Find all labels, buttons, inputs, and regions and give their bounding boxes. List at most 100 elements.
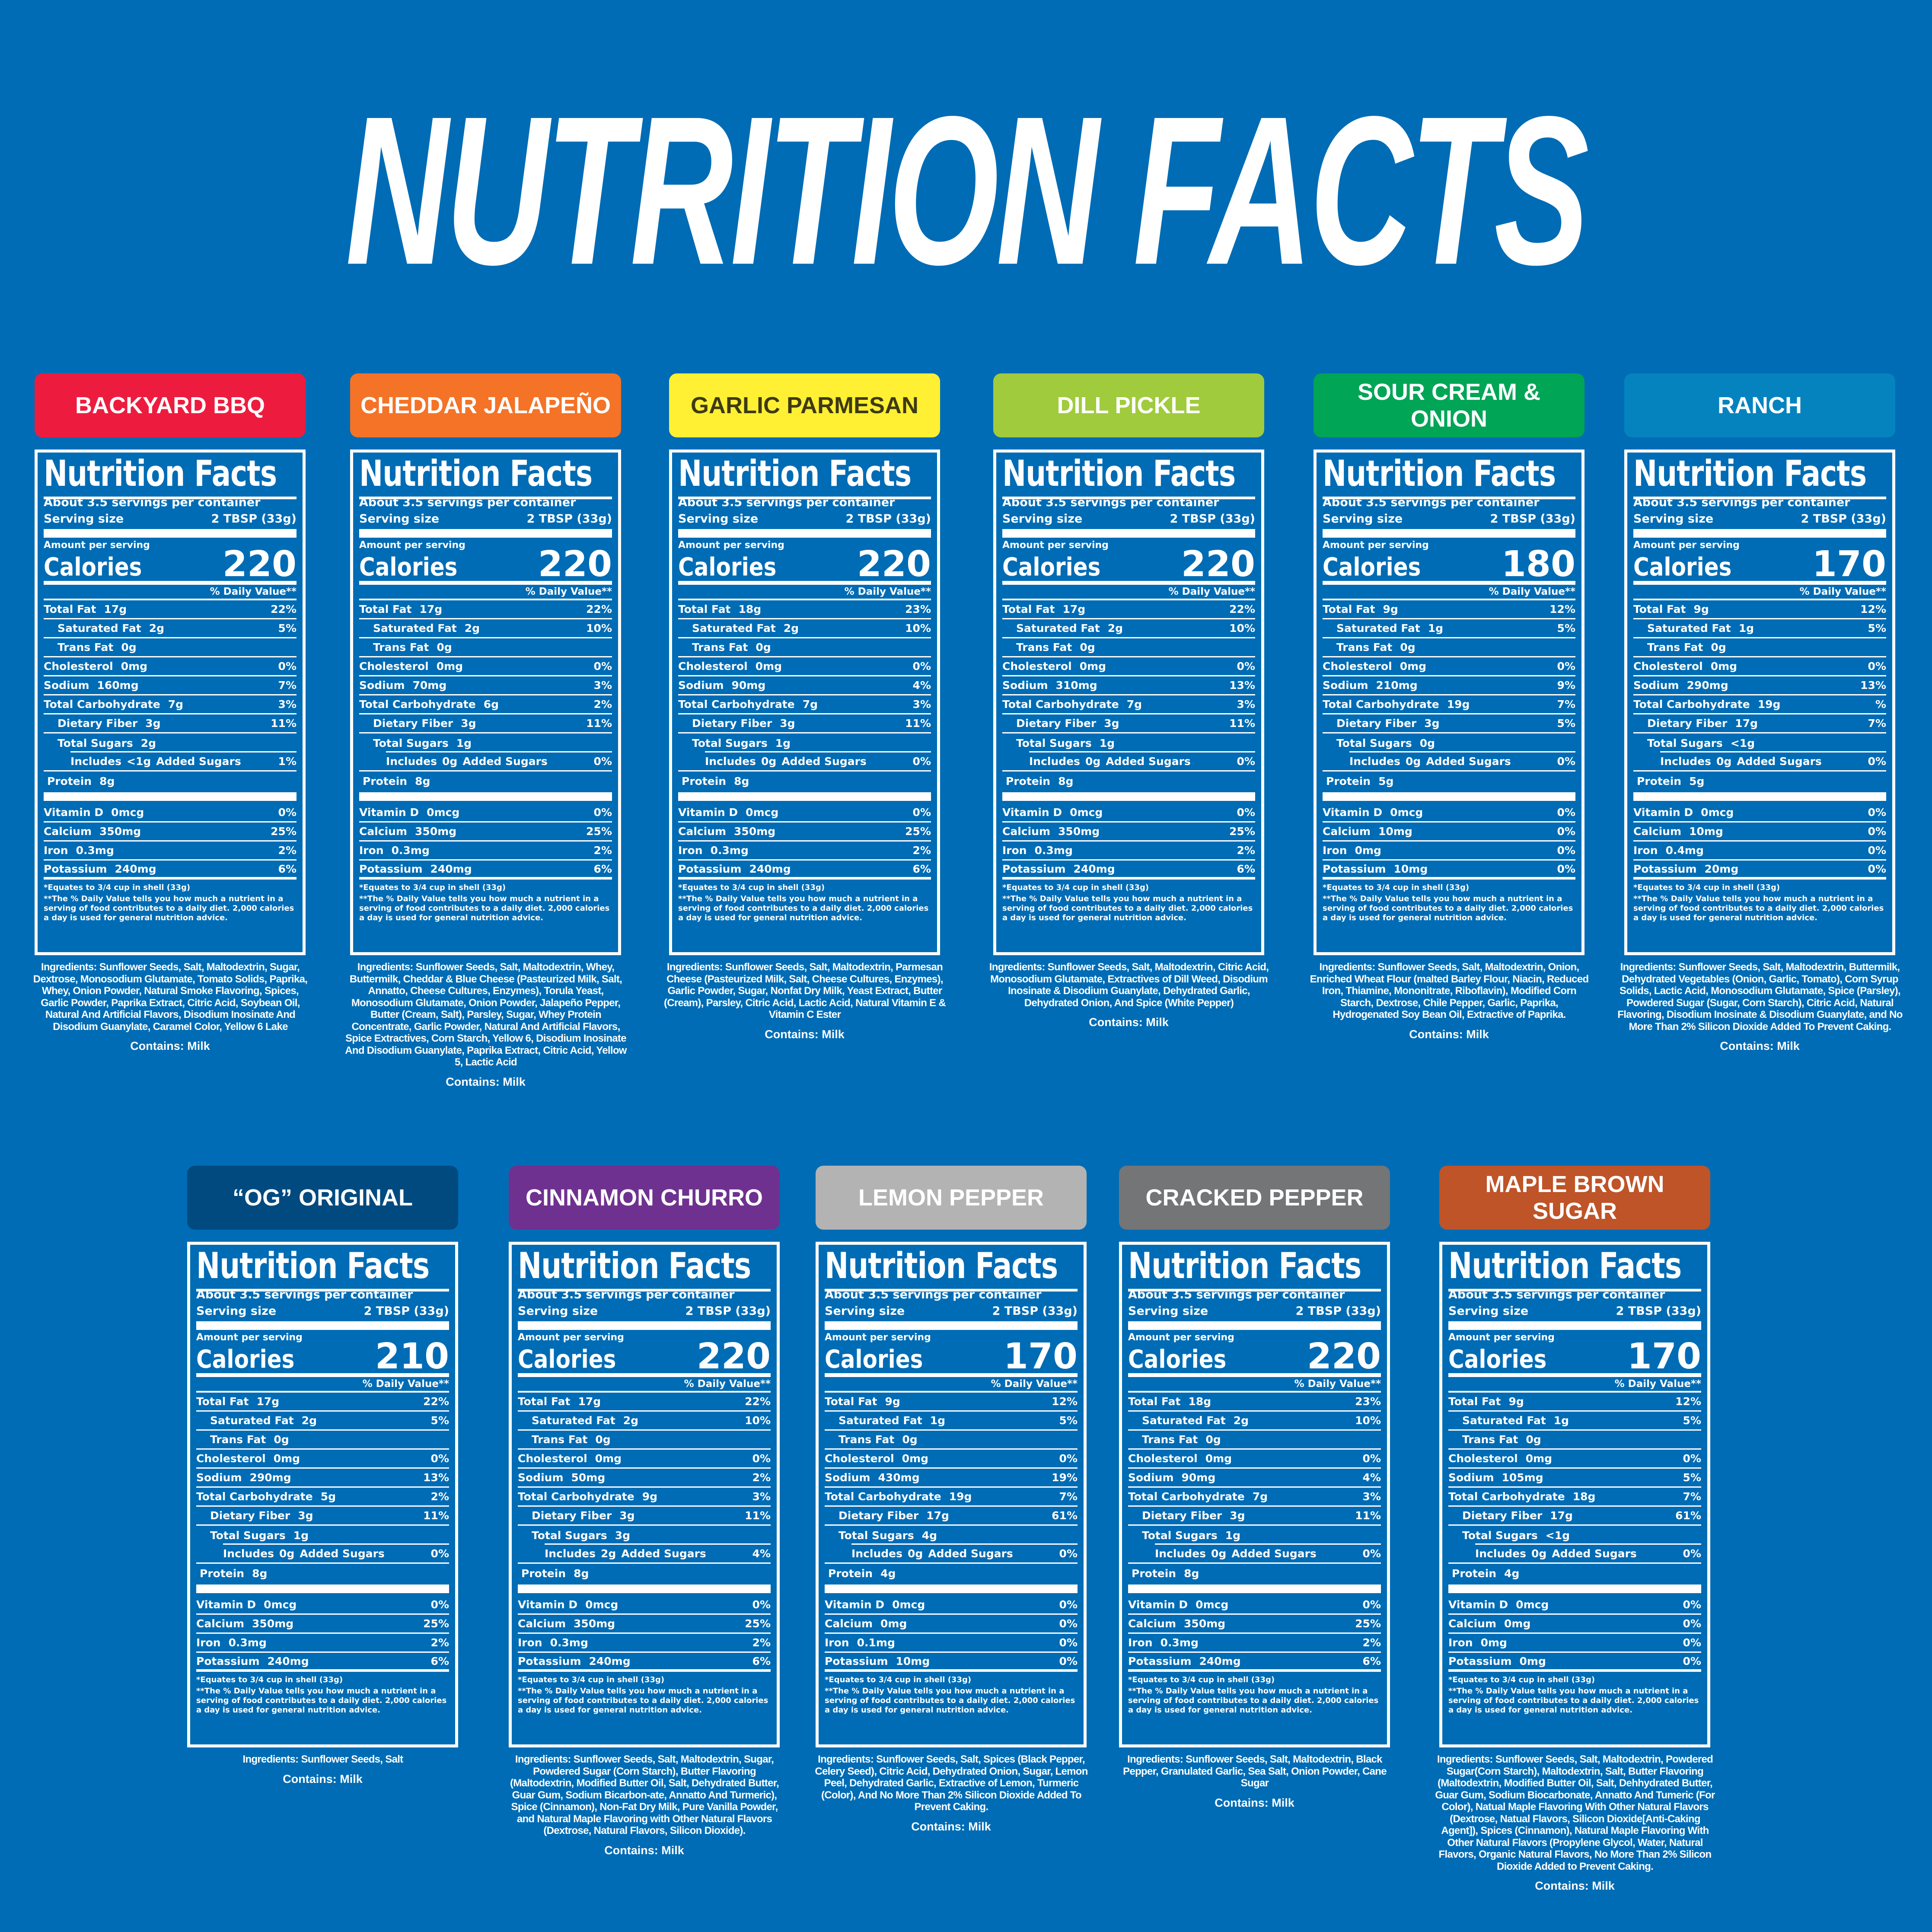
nutrient-amount: 1g: [1738, 622, 1754, 634]
nutrient-amount: 0g: [902, 1433, 918, 1446]
allergen-statement: Contains: Milk: [1089, 1016, 1169, 1029]
nutrient-amount: 160mg: [97, 679, 139, 692]
nutrient-label: Saturated Fat: [692, 622, 776, 634]
nutrient-daily-value: 0%: [1683, 1547, 1701, 1560]
nutrient-daily-value: 11%: [745, 1509, 771, 1522]
calories-label: Calories: [1633, 552, 1732, 582]
nutrient-label: Total Fat: [44, 603, 96, 615]
calories-row: Calories 220: [1002, 547, 1255, 585]
nutrient-amount: 0.3mg: [710, 844, 749, 857]
nutrient-row-iron: Iron 0mg 0%: [1448, 1634, 1701, 1653]
nutrient-row-protein: Protein 8g: [359, 772, 612, 791]
nutrient-label: Vitamin D: [1323, 806, 1383, 819]
nutrient-daily-value: 2%: [752, 1636, 771, 1649]
nutrient-label: Total Carbohydrate: [678, 698, 795, 711]
nutrient-amount: 0.3mg: [1160, 1636, 1199, 1649]
nutrient-amount: 19g: [1447, 698, 1470, 711]
nutrient-row-total-carbohydrate: Total Carbohydrate 19g%: [1633, 695, 1886, 714]
nutrition-facts-panel: Nutrition Facts About 3.5 servings per co…: [669, 450, 940, 955]
nutrient-row-trans-fat: Trans Fat 0g: [1448, 1431, 1701, 1450]
nutrient-amount: 0mg: [1079, 660, 1106, 673]
nutrient-amount: 0g: [1080, 641, 1095, 654]
ingredients-text: Ingredients: Sunflower Seeds, Salt, Malt…: [1112, 1753, 1397, 1789]
nutrient-row-trans-fat: Trans Fat 0g: [1002, 638, 1255, 657]
allergen-statement: Contains: Milk: [1535, 1879, 1615, 1892]
nutrient-daily-value: 25%: [745, 1617, 771, 1630]
nutrient-amount: 0mg: [755, 660, 782, 673]
nutrient-row-total-sugars: Total Sugars 2g: [44, 733, 296, 752]
nutrition-facts-heading: Nutrition Facts: [825, 1243, 1078, 1292]
nutrient-label: Vitamin D: [1128, 1598, 1188, 1611]
calories-row: Calories 220: [1128, 1339, 1381, 1377]
nutrient-row-protein: Protein 5g: [1633, 772, 1886, 791]
nutrient-amount: 7g: [168, 698, 184, 711]
nutrient-label: Protein: [828, 1567, 873, 1580]
nutrient-amount: 0mg: [1525, 1452, 1553, 1465]
ingredients-prefix: Ingredients:: [666, 961, 723, 973]
amount-per-serving: Amount per serving: [1633, 540, 1740, 551]
nutrient-row-cholesterol: Cholesterol 0mg 0%: [1633, 657, 1886, 676]
nutrient-label: Added Sugars: [1737, 755, 1822, 768]
nutrient-amount: <1g: [1730, 736, 1755, 749]
nutrient-row-potassium: Potassium 240mg 6%: [44, 861, 296, 880]
flavor-tab: CRACKED PEPPER: [1119, 1166, 1390, 1230]
nutrient-amount: 3g: [1104, 717, 1119, 730]
nutrient-amount: 1g: [775, 736, 791, 749]
nutrient-row-vitamin-d: Vitamin D 0mcg 0%: [678, 803, 931, 823]
nutrient-row-total-sugars: Total Sugars 1g: [1128, 1526, 1381, 1545]
nutrient-amount: 50mg: [571, 1471, 606, 1484]
serving-size-row: Serving size 2 TBSP (33g): [518, 1303, 771, 1320]
nutrient-label: Total Fat: [1002, 603, 1055, 615]
nutrient-label: Protein: [521, 1567, 566, 1580]
nutrient-row-total-fat: Total Fat 9g 12%: [1323, 600, 1575, 619]
nutrient-label: Total Sugars: [210, 1529, 286, 1542]
nutrient-row-protein: Protein 8g: [678, 772, 931, 791]
nutrient-daily-value: 5%: [1557, 717, 1575, 730]
nutrient-row-cholesterol: Cholesterol 0mg 0%: [1128, 1450, 1381, 1469]
includes-label: Includes: [70, 755, 122, 768]
nutrient-daily-value: 2%: [1237, 844, 1255, 857]
thick-divider: [518, 1321, 771, 1330]
nutrient-daily-value: 11%: [905, 717, 931, 730]
daily-value-footnote: **The % Daily Value tells you how much a…: [44, 894, 294, 922]
nutrient-row-iron: Iron 0.3mg 2%: [196, 1634, 449, 1653]
nutrient-row-iron: Iron 0.3mg 2%: [359, 842, 612, 861]
nutrient-row-total-fat: Total Fat 17g 22%: [518, 1393, 771, 1412]
nutrient-daily-value: 22%: [271, 603, 296, 615]
calories-value: 170: [1003, 1336, 1078, 1377]
nutrient-label: Dietary Fiber: [532, 1509, 612, 1522]
serving-size-value: 2 TBSP (33g): [211, 512, 296, 526]
nutrient-label: Total Sugars: [1336, 736, 1412, 749]
nutrient-amount: 0mcg: [1390, 806, 1423, 819]
nutrient-daily-value: 6%: [912, 862, 931, 875]
nutrient-amount: 0mcg: [1701, 806, 1734, 819]
nutrient-amount: 5g: [1378, 775, 1394, 787]
nutrient-row-total-sugars: Total Sugars 1g: [359, 733, 612, 752]
nutrient-label: Vitamin D: [359, 806, 419, 819]
nutrient-amount: 350mg: [1184, 1617, 1226, 1630]
includes-label: Includes: [1155, 1547, 1206, 1560]
nutrient-amount: 0g: [1211, 1547, 1227, 1560]
thick-divider: [825, 1584, 1078, 1593]
nutrient-amount: 0g: [121, 641, 137, 654]
nutrient-daily-value: 0%: [1868, 755, 1886, 768]
nutrient-amount: 0mcg: [746, 806, 779, 819]
nutrient-daily-value: 11%: [1229, 717, 1255, 730]
nutrient-row-dietary-fiber: Dietary Fiber 3g 5%: [1323, 714, 1575, 733]
nutrient-row-total-carbohydrate: Total Carbohydrate 7g 3%: [1128, 1488, 1381, 1507]
nutrient-label: Potassium: [196, 1655, 260, 1667]
nutrient-label: Saturated Fat: [57, 622, 141, 634]
allergen-statement: Contains: Milk: [1409, 1027, 1489, 1041]
nutrient-daily-value: 0%: [1557, 844, 1575, 857]
thick-divider: [196, 1584, 449, 1593]
nutrient-daily-value: 3%: [1362, 1490, 1381, 1503]
nutrient-row-cholesterol: Cholesterol 0mg 0%: [1002, 657, 1255, 676]
nutrient-label: Cholesterol: [825, 1452, 894, 1465]
nutrient-daily-value: 7%: [1557, 698, 1575, 711]
calories-value: 220: [696, 1336, 771, 1377]
nutrient-label: Sodium: [359, 679, 405, 692]
nutrient-daily-value: 0%: [912, 806, 931, 819]
shell-footnote: *Equates to 3/4 cup in shell (33g): [359, 883, 506, 892]
nutrient-amount: 2g: [301, 1414, 317, 1427]
nutrient-row-trans-fat: Trans Fat 0g: [196, 1431, 449, 1450]
